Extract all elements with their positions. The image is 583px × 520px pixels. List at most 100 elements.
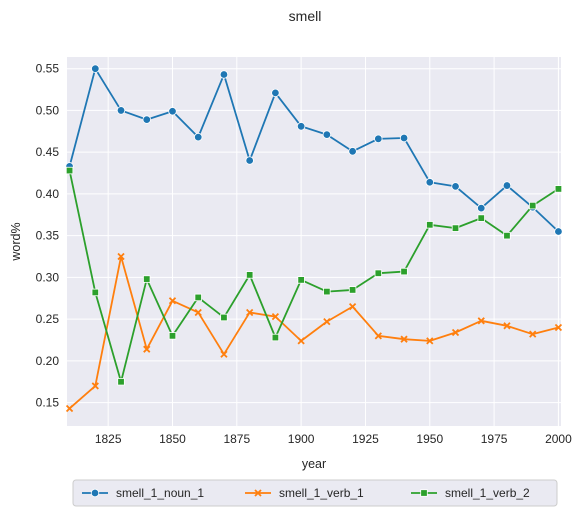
- data-point: [323, 318, 331, 326]
- chart-title: smell: [289, 8, 322, 24]
- axis-ticks: 1825 1850 1875 1900 1925 1950 1975 2000 0.15 0.20…: [36, 62, 572, 446]
- data-point: [374, 269, 383, 277]
- y-tick-label: 0.40: [36, 187, 60, 201]
- data-point: [451, 328, 460, 337]
- y-axis-label: word%: [9, 222, 23, 261]
- legend-label: smell_1_verb_2: [445, 486, 530, 500]
- legend-item: smell_1_verb_2: [411, 486, 530, 500]
- data-point: [245, 271, 254, 279]
- data-point: [91, 64, 100, 73]
- x-tick-label: 1825: [95, 432, 122, 446]
- data-point: [554, 227, 563, 236]
- legend-item: smell_1_verb_1: [245, 486, 364, 500]
- x-tick-label: 1875: [223, 432, 250, 446]
- data-point: [323, 287, 331, 296]
- plot-area: [67, 57, 561, 426]
- data-point: [477, 214, 485, 222]
- data-point: [374, 134, 383, 144]
- data-point: [116, 106, 126, 115]
- x-tick-label: 1950: [416, 432, 443, 446]
- y-tick-label: 0.50: [36, 103, 60, 117]
- data-point: [142, 115, 151, 124]
- data-point: [400, 267, 408, 276]
- y-tick-label: 0.30: [36, 270, 60, 284]
- data-point: [451, 182, 460, 191]
- data-point: [426, 337, 434, 345]
- data-point: [528, 201, 537, 210]
- data-point: [426, 221, 434, 229]
- data-point: [400, 335, 408, 343]
- data-point: [451, 224, 460, 232]
- data-point: [143, 275, 151, 283]
- data-point: [91, 288, 100, 297]
- data-point: [503, 231, 511, 240]
- data-point: [297, 276, 305, 284]
- data-point: [117, 378, 125, 386]
- y-tick-label: 0.20: [36, 354, 60, 368]
- series-line-smell_1_verb_1: [68, 255, 559, 410]
- data-point: [219, 70, 229, 79]
- data-point: [297, 337, 305, 345]
- data-point: [271, 312, 280, 321]
- legend-marker: [254, 489, 262, 497]
- x-tick-label: 1850: [159, 432, 186, 446]
- series-lines: [65, 64, 563, 413]
- y-tick-label: 0.45: [36, 145, 60, 159]
- data-point: [425, 178, 434, 187]
- legend-box: [72, 479, 558, 507]
- legend-label: smell_1_noun_1: [116, 486, 204, 500]
- legend-label: smell_1_verb_1: [279, 486, 364, 500]
- x-tick-label: 1925: [352, 432, 379, 446]
- data-point: [348, 302, 357, 311]
- legend: smell_1_noun_1 smell_1_verb_1 smell_1_verb…: [72, 479, 558, 507]
- series-smell_1_verb_2: [65, 166, 563, 386]
- data-point: [529, 330, 537, 338]
- data-point: [168, 107, 177, 116]
- data-point: [65, 166, 74, 175]
- data-point: [503, 322, 511, 330]
- data-point: [194, 132, 203, 142]
- x-tick-label: 1975: [481, 432, 508, 446]
- data-point: [194, 308, 202, 317]
- y-tick-label: 0.35: [36, 229, 60, 243]
- data-point: [502, 181, 512, 190]
- data-point: [271, 333, 280, 342]
- y-tick-label: 0.55: [36, 62, 60, 76]
- data-point: [194, 293, 202, 302]
- y-tick-label: 0.25: [36, 312, 60, 326]
- data-point: [168, 332, 177, 340]
- data-point: [246, 308, 254, 317]
- data-point: [322, 130, 332, 139]
- y-tick-label: 0.15: [36, 396, 60, 410]
- legend-marker: [90, 488, 100, 498]
- data-point: [399, 133, 409, 143]
- x-tick-label: 2000: [545, 432, 572, 446]
- x-tick-label: 1900: [288, 432, 315, 446]
- data-point: [374, 332, 382, 340]
- data-point: [477, 203, 486, 213]
- data-point: [477, 317, 485, 325]
- data-point: [91, 382, 99, 390]
- legend-item: smell_1_noun_1: [82, 486, 204, 500]
- series-smell_1_verb_1: [65, 252, 563, 413]
- data-point: [168, 297, 177, 305]
- data-point: [220, 313, 228, 322]
- data-point: [271, 88, 280, 98]
- data-point: [554, 323, 563, 332]
- series-smell_1_noun_1: [65, 64, 563, 236]
- data-point: [348, 286, 357, 294]
- legend-marker: [420, 489, 428, 497]
- series-line-smell_1_noun_1: [68, 67, 560, 233]
- data-point: [245, 156, 254, 165]
- data-point: [65, 404, 74, 413]
- x-axis-label: year: [302, 457, 326, 471]
- data-point: [348, 147, 357, 156]
- data-point: [117, 252, 125, 261]
- data-point: [296, 122, 306, 131]
- data-point: [554, 185, 563, 193]
- data-point: [143, 345, 151, 353]
- data-point: [220, 350, 228, 358]
- series-line-smell_1_verb_2: [68, 170, 559, 383]
